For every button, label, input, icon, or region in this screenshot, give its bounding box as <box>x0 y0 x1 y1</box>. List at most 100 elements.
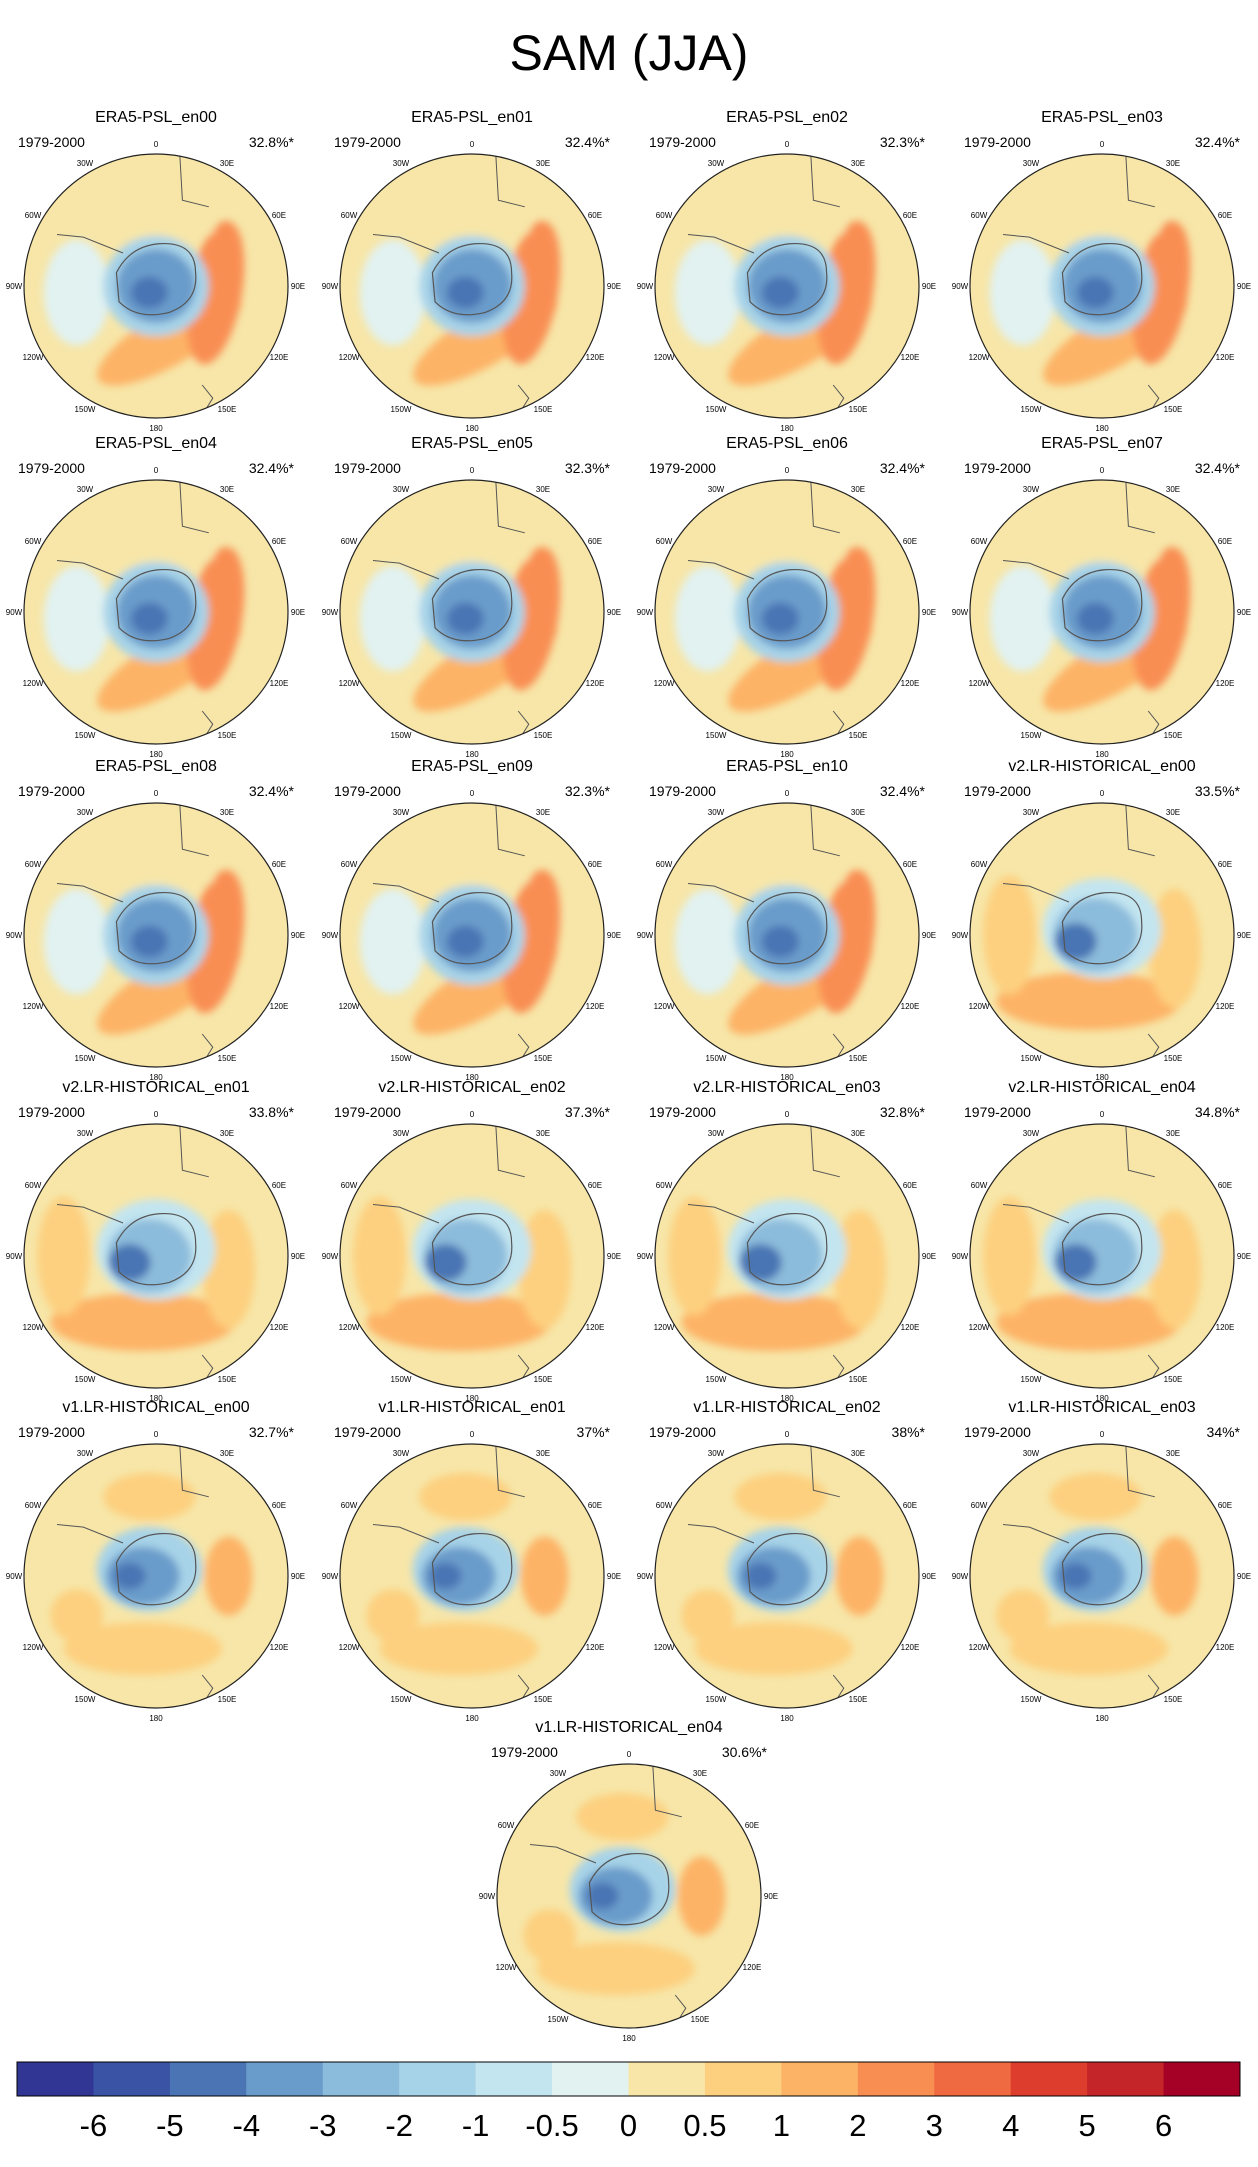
longitude-label: 150W <box>706 1375 727 1384</box>
map-boundary <box>496 1763 762 2029</box>
panel-period: 1979-2000 <box>649 460 716 476</box>
contour-blob <box>202 1209 256 1329</box>
longitude-label: 90W <box>952 931 969 940</box>
longitude-label: 120W <box>654 1002 675 1011</box>
panel-period: 1979-2000 <box>649 134 716 150</box>
longitude-label: 30W <box>393 159 410 168</box>
panel-explained-variance: 30.6%* <box>722 1744 768 1760</box>
contour-blob <box>353 1196 406 1316</box>
south-america-coastline <box>687 883 755 903</box>
longitude-label: 60W <box>971 1501 988 1510</box>
panel-explained-variance: 37%* <box>577 1424 611 1440</box>
map-panel: 0 30E 60E 90E 120E 150E 180 150W 120W 90W 60W 30W v1… <box>479 1719 778 2043</box>
contour-blob <box>43 888 110 995</box>
longitude-label: 90E <box>607 1572 621 1581</box>
panel-period: 1979-2000 <box>18 134 85 150</box>
longitude-label: 30E <box>220 159 234 168</box>
longitude-label: 150W <box>1021 1695 1042 1704</box>
new-zealand-coastline <box>201 384 214 410</box>
map-field <box>655 154 919 418</box>
colorbar: -6 -5 -4 -3 -2 -1 -0.5 0 0.5 1 2 3 4 5 6 <box>16 2061 1241 2143</box>
longitude-label: 90W <box>637 931 654 940</box>
longitude-label: 120E <box>270 353 289 362</box>
longitude-label: 0 <box>1100 466 1105 475</box>
longitude-label: 120E <box>1216 1002 1235 1011</box>
longitude-label: 120E <box>901 1002 920 1011</box>
panel-explained-variance: 33.5%* <box>1195 783 1241 799</box>
colorbar-label: -5 <box>156 2108 184 2143</box>
longitude-label: 90W <box>322 1252 339 1261</box>
map-boundary <box>23 1123 289 1389</box>
africa-coastline <box>495 803 525 857</box>
longitude-label: 120E <box>1216 679 1235 688</box>
contour-blob <box>186 869 245 1014</box>
panel-period: 1979-2000 <box>964 460 1031 476</box>
longitude-label: 60E <box>588 1501 602 1510</box>
panel-period: 1979-2000 <box>18 1424 85 1440</box>
contour-blob <box>1076 276 1114 309</box>
contour-blob <box>523 1909 577 1962</box>
longitude-label: 90W <box>637 608 654 617</box>
longitude-label: 150W <box>706 731 727 740</box>
antarctica-coastline <box>1061 243 1143 316</box>
longitude-label: 150W <box>75 731 96 740</box>
longitude-label: 30E <box>693 1769 707 1778</box>
longitude-label: 120E <box>270 1643 289 1652</box>
colorbar-label: 0 <box>620 2108 637 2143</box>
contour-blob <box>681 1589 735 1642</box>
panel-title: v2.LR-HISTORICAL_en01 <box>62 1079 249 1096</box>
contour-blob <box>817 220 876 365</box>
contour-blob <box>674 239 741 346</box>
colorbar-swatch <box>1010 2062 1088 2096</box>
map-field <box>655 1124 919 1388</box>
contour-blob <box>983 875 1036 995</box>
map-field <box>655 480 919 744</box>
antarctica-coastline <box>588 1853 670 1926</box>
longitude-label: 30E <box>851 1449 865 1458</box>
longitude-label: 90E <box>922 1572 936 1581</box>
contour-blob <box>446 602 484 635</box>
panel-explained-variance: 32.4%* <box>1195 460 1241 476</box>
antarctica-coastline <box>431 892 513 965</box>
map-boundary <box>654 1123 920 1389</box>
longitude-label: 120W <box>23 1643 44 1652</box>
map-field <box>24 1444 288 1708</box>
longitude-label: 60E <box>588 1181 602 1190</box>
colorbar-label: 0.5 <box>683 2108 726 2143</box>
new-zealand-coastline <box>201 1033 214 1059</box>
longitude-label: 150W <box>391 405 412 414</box>
longitude-label: 60E <box>1218 537 1232 546</box>
map-boundary <box>969 802 1235 1068</box>
panel-explained-variance: 32.4%* <box>880 783 926 799</box>
colorbar-swatch <box>628 2062 706 2096</box>
contour-blob <box>734 1473 827 1521</box>
longitude-label: 60E <box>588 537 602 546</box>
longitude-label: 90E <box>291 608 305 617</box>
panel-period: 1979-2000 <box>18 783 85 799</box>
longitude-label: 30W <box>1023 159 1040 168</box>
longitude-label: 30W <box>1023 1129 1040 1138</box>
map-field <box>340 1124 604 1388</box>
contour-blob <box>817 546 876 691</box>
panel-explained-variance: 32.4%* <box>565 134 611 150</box>
longitude-label: 90W <box>6 282 23 291</box>
longitude-label: 60W <box>656 537 673 546</box>
longitude-label: 30W <box>393 1129 410 1138</box>
map-panel: 0 30E 60E 90E 120E 150E 180 150W 120W 90W 60W 30W ER… <box>952 435 1251 759</box>
map-panel: 0 30E 60E 90E 120E 150E 180 150W 120W 90W 60W 30W v2… <box>322 1079 621 1403</box>
panel-explained-variance: 32.7%* <box>249 1424 295 1440</box>
longitude-label: 60E <box>1218 860 1232 869</box>
panel-period: 1979-2000 <box>964 1424 1031 1440</box>
panel-explained-variance: 32.4%* <box>249 783 295 799</box>
longitude-label: 150W <box>548 2015 569 2024</box>
contour-blob <box>761 602 799 635</box>
longitude-label: 90W <box>6 608 23 617</box>
map-boundary <box>339 1443 605 1709</box>
colorbar-label: -3 <box>309 2108 337 2143</box>
colorbar-swatch <box>934 2062 1012 2096</box>
longitude-label: 30W <box>77 485 94 494</box>
longitude-label: 180 <box>780 1073 794 1082</box>
panel-title: ERA5-PSL_en01 <box>411 109 533 126</box>
new-zealand-coastline <box>1147 1674 1160 1700</box>
panel-title: v1.LR-HISTORICAL_en04 <box>535 1719 722 1736</box>
